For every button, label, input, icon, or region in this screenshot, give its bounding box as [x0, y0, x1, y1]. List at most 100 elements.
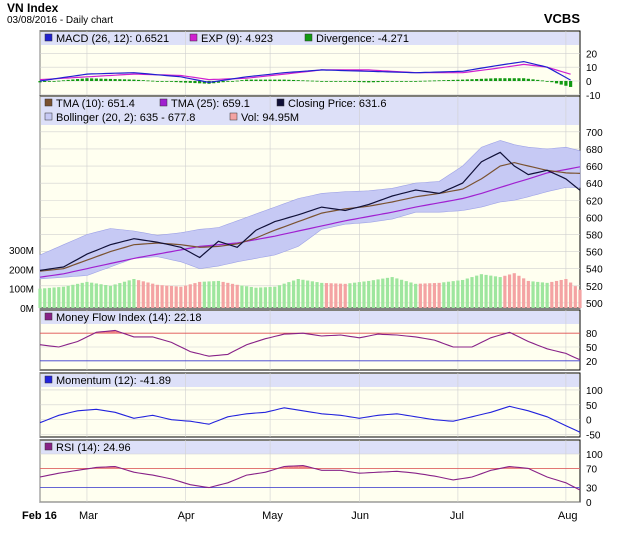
- volume-bar: [169, 285, 174, 308]
- divergence-bar: [418, 80, 422, 82]
- volume-bar: [522, 278, 526, 308]
- volume-bar: [151, 283, 155, 308]
- divergence-bar: [268, 79, 272, 81]
- volume-bar: [573, 286, 577, 308]
- divergence-bar: [259, 79, 263, 81]
- chart-subtitle: 03/08/2016 - Daily chart: [7, 15, 114, 26]
- closing-price-line: [39, 151, 581, 271]
- legend-entry: Momentum (12): -41.89: [56, 375, 171, 387]
- divergence-bar: [456, 79, 460, 81]
- panel-1-ytick-label: 600: [586, 213, 603, 224]
- divergence-bar: [531, 79, 535, 81]
- volume-bar: [503, 275, 507, 308]
- volume-bar: [273, 286, 277, 308]
- divergence-bar: [249, 79, 253, 81]
- volume-bar: [183, 285, 188, 308]
- divergence-bar: [461, 79, 465, 81]
- divergence-bar: [38, 81, 42, 83]
- chart-title: VN Index: [7, 1, 59, 15]
- divergence-bar: [43, 81, 47, 82]
- divergence-bar: [137, 79, 141, 81]
- divergence-bar: [526, 78, 530, 81]
- divergence-bar: [263, 79, 267, 81]
- divergence-bar: [113, 79, 117, 81]
- volume-bar: [531, 281, 535, 308]
- divergence-bar: [132, 79, 136, 81]
- x-axis-label: May: [262, 510, 283, 522]
- volume-bar: [165, 285, 169, 308]
- divergence-bar: [512, 78, 516, 81]
- divergence-bar: [273, 79, 277, 81]
- x-axis-label: Apr: [178, 510, 195, 522]
- legend-entry: Bollinger (20, 2): 635 - 677.8: [56, 112, 195, 124]
- panel-4-legend-bg: [41, 441, 579, 454]
- volume-bar: [329, 283, 333, 308]
- volume-bar: [470, 277, 474, 308]
- divergence-bar: [367, 81, 371, 83]
- legend-swatch: [44, 312, 53, 321]
- divergence-bar: [188, 81, 192, 83]
- volume-bar: [263, 287, 267, 308]
- divergence-bar: [437, 80, 441, 82]
- divergence-bar: [277, 79, 282, 81]
- volume-bar: [550, 281, 554, 308]
- volume-bar: [498, 277, 502, 308]
- panel-1-ytick-label: 540: [586, 265, 603, 276]
- divergence-bar: [353, 81, 357, 82]
- divergence-bar: [71, 79, 75, 81]
- legend-swatch: [44, 98, 53, 107]
- divergence-bar: [151, 80, 155, 82]
- volume-bar: [296, 279, 300, 308]
- volume-bar: [141, 281, 145, 308]
- divergence-bar: [315, 80, 319, 82]
- panel-1-ytick-label: 660: [586, 162, 603, 173]
- volume-bar: [85, 281, 89, 308]
- divergence-bar: [554, 81, 559, 84]
- divergence-bar: [569, 81, 573, 87]
- volume-bar: [517, 275, 521, 308]
- volume-bar: [324, 283, 329, 308]
- divergence-bar: [108, 78, 113, 81]
- panel-4-line: [39, 464, 581, 491]
- volume-bar: [381, 278, 385, 308]
- panel-1-ytick-label: 520: [586, 282, 603, 293]
- volume-bar: [320, 282, 324, 308]
- volume-bar: [127, 280, 131, 308]
- legend-entry: TMA (25): 659.1: [171, 98, 250, 110]
- volume-bar: [385, 277, 390, 308]
- legend-swatch: [276, 98, 285, 107]
- divergence-bar: [564, 81, 568, 86]
- divergence-bar: [334, 81, 338, 82]
- x-axis-label: Feb 16: [22, 510, 57, 522]
- volume-bar: [207, 281, 211, 308]
- divergence-bar: [404, 81, 408, 82]
- divergence-bar: [47, 81, 51, 82]
- divergence-bar: [385, 81, 390, 82]
- volume-bar: [334, 283, 338, 308]
- divergence-bar: [61, 80, 66, 82]
- volume-bar: [94, 283, 98, 308]
- divergence-bar: [235, 80, 239, 82]
- divergence-bar: [423, 80, 427, 82]
- divergence-bar: [320, 81, 324, 82]
- divergence-bar: [414, 81, 418, 82]
- divergence-bar: [338, 81, 343, 82]
- panel-1-ytick-label: 680: [586, 145, 603, 156]
- volume-bar: [57, 287, 61, 308]
- divergence-bar: [489, 78, 493, 81]
- volume-bar: [367, 280, 371, 308]
- legend-swatch: [159, 98, 168, 107]
- x-axis-label: Mar: [79, 510, 98, 522]
- divergence-bar: [470, 79, 474, 81]
- volume-bar: [38, 288, 42, 308]
- divergence-bar: [432, 80, 437, 82]
- volume-bar: [489, 275, 493, 308]
- panel-3-legend-bg: [41, 374, 579, 387]
- divergence-bar: [118, 79, 122, 81]
- divergence-bar: [442, 80, 446, 81]
- divergence-bar: [104, 78, 108, 81]
- divergence-bar: [75, 79, 80, 81]
- divergence-bar: [395, 81, 399, 82]
- divergence-bar: [493, 78, 498, 81]
- divergence-bar: [291, 79, 296, 81]
